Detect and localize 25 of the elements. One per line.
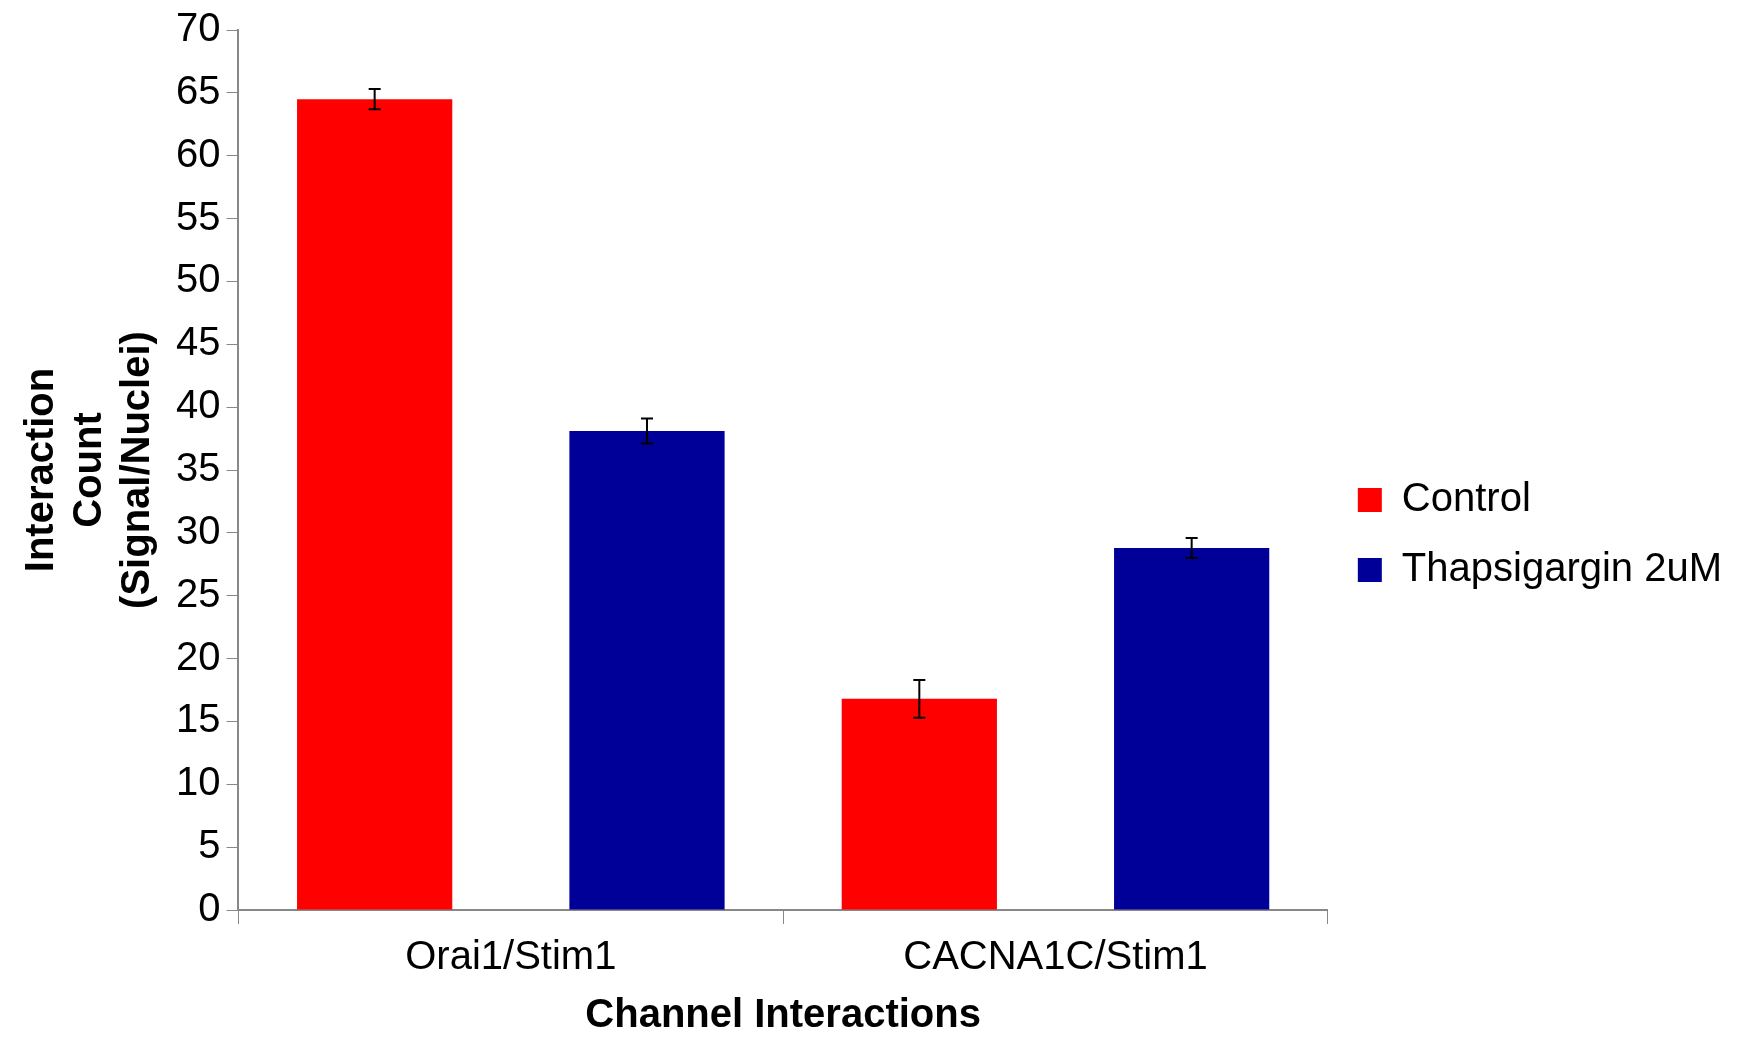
- bar: [569, 431, 725, 910]
- y-axis-title: Interaction Count (Signal/Nuclei): [17, 331, 158, 609]
- y-tick-label: 70: [175, 5, 221, 50]
- y-tick-label: 35: [175, 445, 221, 490]
- y-tick-label: 40: [175, 382, 221, 427]
- y-tick-label: 30: [175, 507, 221, 552]
- y-tick-label: 5: [198, 822, 221, 867]
- bar: [841, 698, 997, 910]
- x-tick-label: CACNA1C/Stim1: [903, 933, 1208, 978]
- y-tick-label: 60: [175, 130, 221, 175]
- legend-label: Control: [1401, 475, 1531, 520]
- y-tick-label: 20: [175, 633, 221, 678]
- legend-label: Thapsigargin 2uM: [1401, 545, 1723, 590]
- y-tick-label: 55: [175, 193, 221, 238]
- y-tick-label: 45: [175, 319, 221, 364]
- y-tick-label: 10: [175, 759, 221, 804]
- y-tick-label: 15: [175, 696, 221, 741]
- y-tick-label: 0: [198, 885, 221, 930]
- bar: [1114, 547, 1270, 910]
- y-tick-label: 65: [175, 67, 221, 112]
- x-tick-label: Orai1/Stim1: [405, 933, 617, 978]
- y-tick-label: 50: [175, 256, 221, 301]
- bar: [297, 99, 453, 910]
- y-tick-label: 25: [175, 570, 221, 615]
- x-axis-title: Channel Interactions: [585, 991, 981, 1036]
